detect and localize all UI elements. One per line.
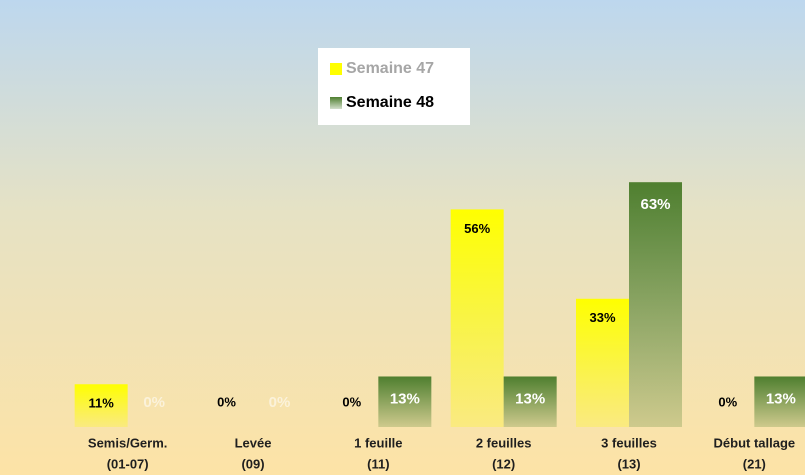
x-tick-label: 2 feuilles [476, 435, 532, 450]
legend-swatch [330, 63, 342, 75]
data-label: 0% [342, 394, 361, 409]
legend-box [318, 48, 470, 125]
x-tick-label: (11) [367, 456, 389, 471]
data-label: 63% [640, 196, 670, 213]
data-label: 56% [464, 221, 490, 236]
bar [754, 376, 805, 427]
data-label: 11% [89, 396, 115, 411]
x-tick-label: Semis/Germ. [88, 435, 168, 450]
x-tick-label: Début tallage [714, 435, 796, 450]
x-tick-label: Levée [235, 435, 272, 450]
data-label: 13% [766, 390, 796, 407]
data-label: 33% [589, 310, 615, 325]
data-label: 0% [718, 394, 737, 409]
data-label: 13% [390, 390, 420, 407]
data-label: 0% [269, 394, 291, 411]
x-tick-label: (21) [743, 456, 766, 471]
bar [378, 376, 432, 427]
x-tick-label: 1 feuille [354, 435, 402, 450]
x-tick-label: (01-07) [107, 456, 149, 471]
x-tick-label: (13) [617, 456, 640, 471]
x-tick-label: 3 feuilles [601, 435, 657, 450]
x-tick-label: (09) [241, 456, 264, 471]
bar [629, 182, 682, 427]
data-label: 0% [143, 394, 165, 411]
x-tick-label: (12) [492, 456, 515, 471]
bar [450, 209, 504, 427]
legend-swatch [330, 97, 342, 109]
data-label: 13% [515, 390, 545, 407]
legend-label: Semaine 48 [346, 94, 434, 111]
legend-label: Semaine 47 [346, 60, 434, 77]
bar [503, 376, 557, 427]
bar [74, 384, 128, 427]
bar [576, 298, 629, 427]
data-label: 0% [217, 394, 236, 409]
